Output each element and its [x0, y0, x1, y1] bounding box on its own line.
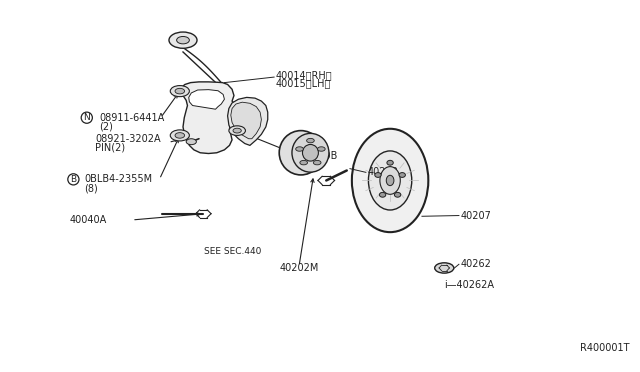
Polygon shape: [231, 102, 261, 139]
Ellipse shape: [352, 129, 428, 232]
Polygon shape: [228, 97, 268, 145]
Text: R400001T: R400001T: [580, 343, 629, 353]
Ellipse shape: [369, 151, 412, 210]
Circle shape: [307, 138, 314, 143]
Text: 40207: 40207: [460, 211, 491, 221]
Circle shape: [175, 88, 184, 94]
Text: 40222: 40222: [367, 167, 398, 177]
Text: 08911-6441A: 08911-6441A: [99, 113, 164, 123]
Circle shape: [233, 128, 241, 133]
Text: N: N: [83, 113, 90, 122]
Text: 40040B: 40040B: [301, 151, 339, 161]
Circle shape: [314, 160, 321, 165]
Text: PIN(2): PIN(2): [95, 143, 125, 153]
Text: 40202M: 40202M: [280, 263, 319, 273]
Ellipse shape: [292, 134, 329, 172]
Text: 40015〈LH〉: 40015〈LH〉: [275, 78, 331, 89]
Circle shape: [229, 126, 246, 135]
Polygon shape: [181, 82, 239, 154]
Circle shape: [317, 147, 325, 151]
Circle shape: [300, 160, 308, 165]
Circle shape: [186, 139, 196, 145]
Circle shape: [170, 130, 189, 141]
Text: 40040A: 40040A: [70, 215, 107, 225]
Ellipse shape: [375, 173, 381, 177]
Text: 08921-3202A: 08921-3202A: [95, 134, 161, 144]
Text: i—40262A: i—40262A: [444, 280, 494, 290]
Ellipse shape: [394, 192, 401, 197]
Polygon shape: [189, 90, 225, 109]
Ellipse shape: [303, 144, 319, 161]
Ellipse shape: [380, 167, 400, 194]
Circle shape: [170, 86, 189, 97]
Text: (8): (8): [84, 184, 98, 193]
Text: B: B: [70, 175, 76, 184]
Circle shape: [169, 32, 197, 48]
Ellipse shape: [435, 263, 454, 273]
Text: 40262: 40262: [460, 259, 491, 269]
Ellipse shape: [387, 160, 394, 165]
Text: 0BLB4-2355M: 0BLB4-2355M: [84, 174, 152, 185]
Text: (2): (2): [99, 122, 113, 132]
Text: SEE SEC.440: SEE SEC.440: [204, 247, 261, 256]
Ellipse shape: [387, 175, 394, 186]
Ellipse shape: [399, 173, 405, 177]
Circle shape: [296, 147, 303, 151]
Circle shape: [177, 36, 189, 44]
Text: 40014〈RH〉: 40014〈RH〉: [275, 70, 332, 80]
Ellipse shape: [380, 192, 386, 197]
Ellipse shape: [279, 131, 323, 175]
Circle shape: [175, 133, 184, 138]
